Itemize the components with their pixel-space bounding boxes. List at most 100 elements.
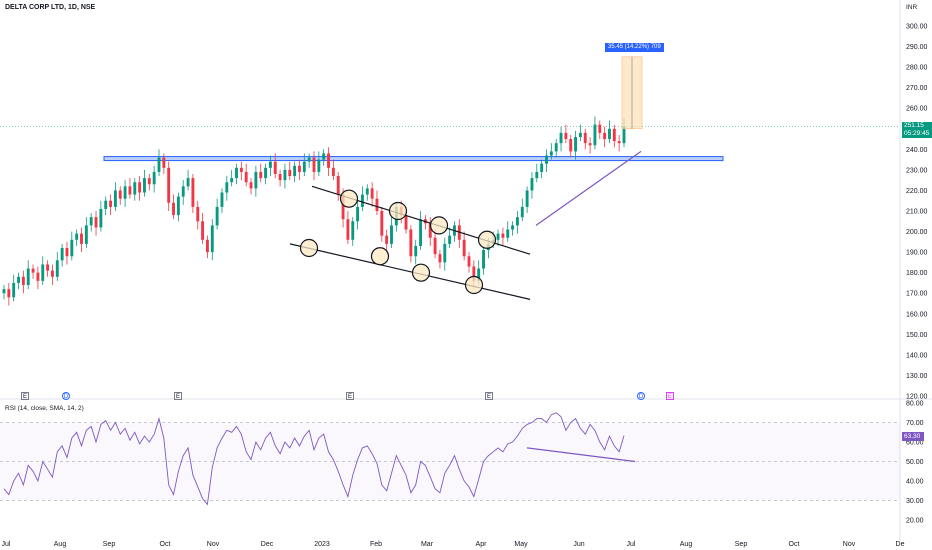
candle-body bbox=[239, 167, 243, 172]
candle-body bbox=[462, 239, 466, 257]
last-price-value: 251.15 bbox=[904, 122, 924, 129]
candle-body bbox=[123, 186, 127, 199]
candle-body bbox=[380, 211, 384, 236]
candle-body bbox=[472, 266, 476, 281]
candle-body bbox=[17, 276, 20, 283]
last-price-countdown: 05:29:45 bbox=[904, 129, 930, 137]
candle bbox=[375, 190, 379, 216]
candle-body bbox=[336, 176, 340, 195]
candle-body bbox=[312, 157, 316, 172]
candle-body bbox=[317, 159, 321, 172]
candle bbox=[457, 219, 461, 248]
candle bbox=[482, 245, 485, 275]
candle bbox=[593, 116, 597, 150]
candle bbox=[235, 163, 238, 185]
time-label: Jun bbox=[573, 541, 584, 548]
candle-body bbox=[414, 245, 418, 257]
candle bbox=[138, 176, 142, 201]
candle bbox=[70, 231, 74, 261]
candle-body bbox=[205, 239, 209, 253]
candle bbox=[608, 120, 611, 144]
rsi-tick-label: 60.00 bbox=[906, 440, 924, 447]
last-price-tag: 251.15 05:29:45 bbox=[902, 122, 932, 138]
candle-body bbox=[559, 132, 563, 144]
price-tick-label: 200.00 bbox=[906, 229, 928, 236]
candle bbox=[109, 194, 113, 216]
rsi-tick-label: 80.00 bbox=[906, 401, 924, 408]
candle-body bbox=[26, 268, 30, 285]
candle bbox=[360, 186, 364, 211]
pattern-circle bbox=[464, 275, 484, 295]
rsi-divergence-line bbox=[526, 447, 636, 463]
candle bbox=[554, 139, 558, 158]
candle bbox=[128, 178, 132, 199]
candle bbox=[331, 159, 335, 181]
candle-body bbox=[162, 157, 166, 168]
candle-body bbox=[428, 223, 432, 238]
price-tick-label: 220.00 bbox=[906, 188, 928, 195]
rsi-pane bbox=[0, 412, 900, 506]
candle bbox=[75, 229, 79, 246]
candle-body bbox=[302, 161, 306, 172]
price-axis: 300.00290.00280.00270.00260.00250.00240.… bbox=[906, 24, 928, 525]
price-tick-label: 150.00 bbox=[906, 332, 928, 339]
candle-body bbox=[360, 194, 364, 207]
candle bbox=[99, 200, 103, 232]
drawings-layer[interactable] bbox=[289, 56, 643, 300]
candle bbox=[414, 239, 418, 265]
time-label: Jul bbox=[2, 541, 11, 548]
candle-body bbox=[259, 171, 263, 179]
support-zone[interactable] bbox=[103, 156, 724, 162]
candle-body bbox=[41, 264, 45, 281]
candle bbox=[448, 227, 452, 248]
candle bbox=[215, 198, 219, 230]
time-label: Apr bbox=[476, 541, 488, 548]
dividend-marker[interactable]: D bbox=[62, 392, 70, 400]
candle-body bbox=[46, 264, 50, 271]
candle bbox=[220, 188, 224, 214]
earnings-marker[interactable]: E bbox=[21, 392, 29, 400]
time-label: Jul bbox=[627, 541, 636, 548]
rsi-line bbox=[3, 412, 625, 506]
price-tick-label: 160.00 bbox=[906, 311, 928, 318]
candle-body bbox=[578, 132, 582, 137]
candle-body bbox=[598, 124, 602, 133]
candle-body bbox=[322, 153, 326, 160]
candle bbox=[278, 169, 282, 187]
earnings-marker[interactable]: E bbox=[174, 392, 182, 400]
candle bbox=[268, 155, 272, 177]
chart-title: DELTA CORP LTD, 1D, NSE bbox=[5, 4, 96, 11]
candle-body bbox=[12, 282, 16, 298]
candle-body bbox=[390, 225, 393, 244]
earnings-marker[interactable]: E bbox=[346, 392, 354, 400]
candle bbox=[612, 124, 616, 148]
price-tick-label: 130.00 bbox=[906, 373, 928, 380]
price-tick-label: 240.00 bbox=[906, 147, 928, 154]
candle-body bbox=[327, 153, 330, 168]
candle bbox=[370, 182, 374, 207]
candle-body bbox=[157, 157, 161, 172]
rsi-tick-label: 50.00 bbox=[906, 459, 924, 466]
candle-body bbox=[254, 171, 258, 189]
earnings-marker[interactable]: E bbox=[666, 392, 674, 400]
measure-label[interactable]: 35.45 (14.22%) 709 bbox=[605, 43, 664, 52]
earnings-marker[interactable]: E bbox=[485, 392, 493, 400]
candle-body bbox=[225, 182, 229, 193]
candle bbox=[530, 171, 534, 199]
candle bbox=[60, 243, 64, 267]
time-label: Sep bbox=[735, 541, 748, 548]
candle-body bbox=[288, 169, 292, 177]
time-label: Dec bbox=[261, 541, 274, 548]
candle-body bbox=[264, 167, 268, 179]
dividend-marker[interactable]: D bbox=[637, 392, 645, 400]
candle-body bbox=[273, 161, 277, 174]
price-tick-label: 120.00 bbox=[906, 394, 928, 401]
time-label: De bbox=[896, 541, 905, 548]
candle bbox=[157, 149, 161, 177]
candle-body bbox=[278, 174, 282, 181]
candle bbox=[317, 151, 321, 177]
candle-body bbox=[21, 276, 25, 285]
candle bbox=[433, 229, 437, 259]
candle-body bbox=[60, 248, 64, 261]
